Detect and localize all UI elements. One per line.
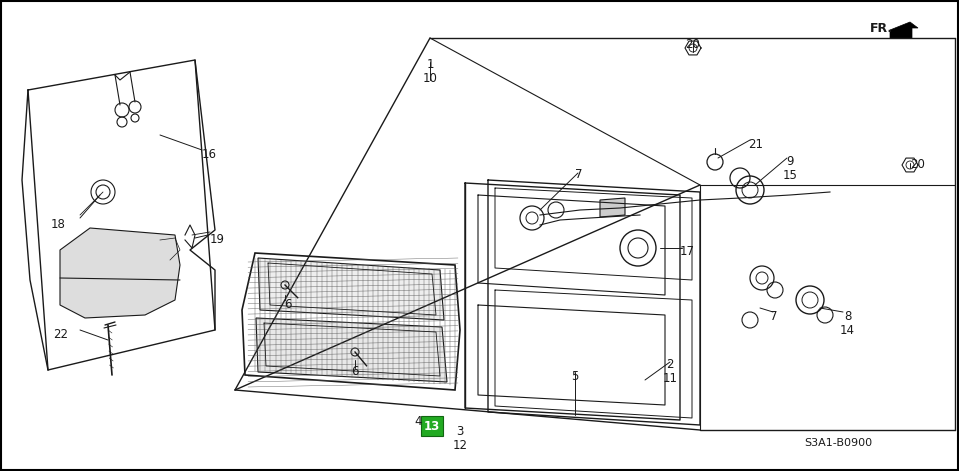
- Text: 13: 13: [424, 420, 440, 432]
- Polygon shape: [60, 228, 180, 318]
- Polygon shape: [256, 318, 447, 382]
- Text: 8
14: 8 14: [840, 310, 855, 337]
- Text: FR.: FR.: [870, 22, 893, 35]
- Text: S3A1-B0900: S3A1-B0900: [804, 438, 872, 448]
- Text: 2
11: 2 11: [663, 358, 677, 385]
- Text: 22: 22: [53, 328, 68, 341]
- Text: 20: 20: [686, 38, 700, 51]
- Text: 19: 19: [210, 233, 225, 246]
- Text: 5: 5: [572, 370, 578, 383]
- Text: 7: 7: [575, 168, 582, 181]
- Text: 1
10: 1 10: [423, 58, 437, 85]
- Text: 4: 4: [414, 415, 422, 428]
- Text: 21: 21: [748, 138, 763, 151]
- Polygon shape: [258, 258, 444, 320]
- Text: 16: 16: [202, 148, 217, 161]
- Text: 18: 18: [51, 218, 66, 231]
- Polygon shape: [890, 22, 918, 38]
- Text: 20: 20: [910, 158, 924, 171]
- FancyBboxPatch shape: [421, 416, 443, 436]
- Text: 3
12: 3 12: [453, 425, 467, 452]
- Polygon shape: [600, 198, 625, 217]
- Text: 7: 7: [770, 310, 778, 323]
- Text: 9
15: 9 15: [783, 155, 798, 182]
- Polygon shape: [242, 253, 460, 390]
- Text: 6: 6: [284, 298, 292, 311]
- Text: 6: 6: [351, 365, 359, 378]
- Text: 17: 17: [680, 245, 695, 258]
